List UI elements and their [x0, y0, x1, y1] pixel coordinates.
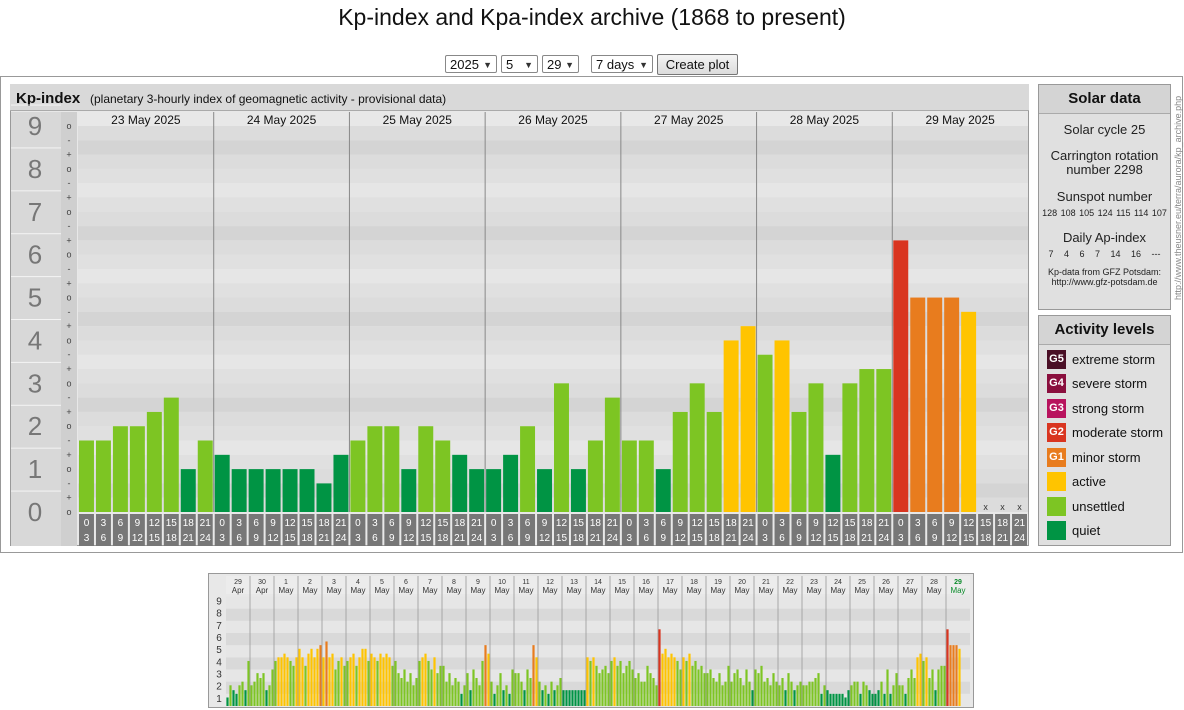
activity-swatch: G1: [1047, 447, 1066, 467]
activity-level-item: unsettled: [1047, 496, 1125, 516]
chevron-down-icon: ▼: [524, 60, 533, 70]
activity-label: minor storm: [1072, 449, 1141, 465]
chevron-down-icon: ▼: [483, 60, 492, 70]
activity-level-item: G1 minor storm: [1047, 447, 1141, 467]
solar-data-title: Solar data: [1039, 85, 1170, 114]
activity-label: quiet: [1072, 523, 1101, 538]
range-value: 7 days: [596, 57, 635, 72]
ap-values: 7 4 6 7 14 16 ---: [1048, 249, 1161, 259]
solar-cycle: Solar cycle 25: [1063, 122, 1146, 137]
month-select[interactable]: 5 ▼: [501, 55, 538, 73]
activity-label: extreme storm: [1072, 351, 1156, 367]
activity-levels-title: Activity levels: [1039, 316, 1170, 345]
activity-level-item: G3 strong storm: [1047, 398, 1144, 418]
activity-level-item: G2 moderate storm: [1047, 423, 1163, 443]
create-plot-button[interactable]: Create plot: [657, 54, 738, 75]
activity-level-item: quiet: [1047, 521, 1100, 541]
year-value: 2025: [450, 57, 479, 72]
month-value: 5: [506, 57, 514, 72]
day-select[interactable]: 29 ▼: [542, 55, 579, 73]
year-select[interactable]: 2025 ▼: [445, 55, 497, 73]
activity-label: strong storm: [1072, 400, 1145, 416]
solar-data-panel: Solar data Solar cycle 25 Carrington rot…: [1038, 84, 1171, 310]
source-line-1: Kp-data from GFZ Potsdam:: [1047, 267, 1162, 277]
sunspot-values: 128 108 105 124 115 114 107: [1042, 208, 1167, 218]
activity-label: active: [1072, 474, 1106, 489]
activity-levels-panel: Activity levels G5 extreme storm G4 severe …: [1038, 315, 1171, 546]
chevron-down-icon: ▼: [565, 60, 574, 70]
activity-swatch: G5: [1047, 349, 1066, 369]
page-title: Kp-index and Kpa-index archive (1868 to …: [338, 4, 846, 30]
activity-label: unsettled: [1072, 498, 1125, 514]
activity-swatch: G2: [1047, 423, 1066, 442]
kp-panel-description: (planetary 3-hourly index of geomagnetic…: [90, 92, 447, 106]
overview-chart-panel: [208, 573, 974, 708]
source-line-2: http://www.gfz-potsdam.de: [1051, 277, 1158, 287]
kp-panel-header: [10, 84, 1029, 111]
credit-url: http://www.theusner.eu/terra/aurora/kp_a…: [1173, 95, 1183, 300]
activity-label: moderate storm: [1072, 425, 1164, 440]
chevron-down-icon: ▼: [639, 60, 648, 70]
ap-label: Daily Ap-index: [1062, 230, 1147, 245]
day-value: 29: [547, 57, 562, 72]
range-select[interactable]: 7 days ▼: [591, 55, 653, 73]
kp-panel-title: Kp-index: [16, 90, 81, 107]
activity-level-item: active: [1047, 472, 1106, 492]
carrington-rotation: Carrington rotation number 2298: [1050, 148, 1159, 177]
kp-panel: [10, 84, 1029, 546]
activity-swatch: G4: [1047, 374, 1066, 393]
activity-level-item: G4 severe storm: [1047, 374, 1147, 394]
sunspot-label: Sunspot number: [1056, 189, 1153, 204]
activity-swatch: G3: [1047, 398, 1066, 418]
activity-label: severe storm: [1072, 376, 1148, 391]
activity-level-item: G5 extreme storm: [1047, 349, 1155, 369]
activity-swatch: [1047, 496, 1066, 516]
activity-swatch: [1047, 521, 1066, 540]
activity-swatch: [1047, 472, 1066, 491]
